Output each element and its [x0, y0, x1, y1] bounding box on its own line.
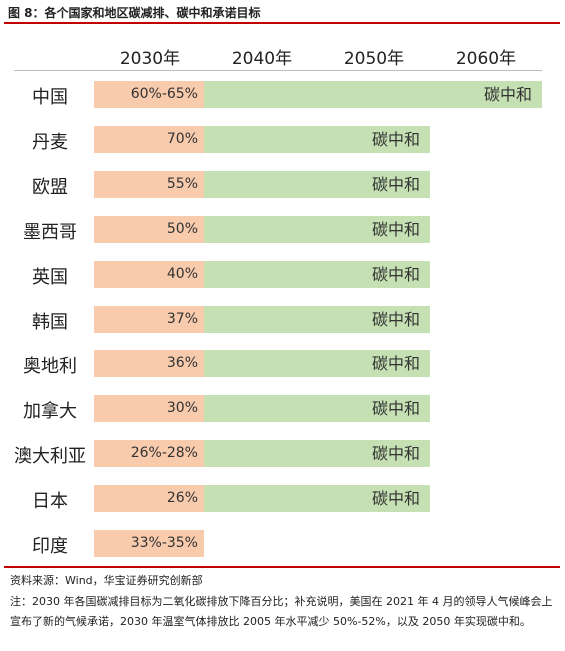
reduction-label: 60%-65% [130, 86, 198, 102]
carbon-neutral-bar [204, 125, 430, 153]
reduction-label: 55% [166, 175, 198, 192]
carbon-neutral-label: 碳中和 [372, 399, 421, 419]
country-label: 印度 [32, 536, 68, 557]
reduction-label: 30% [166, 400, 198, 417]
reduction-bar [94, 260, 204, 288]
country-label: 奥地利 [23, 356, 77, 378]
carbon-neutral-bar [204, 81, 542, 108]
reduction-label: 26%-28% [130, 445, 198, 462]
reduction-bar [94, 170, 204, 198]
reduction-label: 70% [166, 130, 198, 147]
country-label: 中国 [32, 87, 68, 108]
reduction-bar [94, 215, 204, 243]
country-label: 澳大利亚 [14, 446, 86, 468]
reduction-bar [94, 125, 204, 153]
reduction-bar [94, 395, 204, 423]
carbon-neutral-label: 碳中和 [372, 489, 421, 509]
reduction-label: 37% [166, 310, 198, 327]
reduction-bar [94, 81, 204, 108]
carbon-neutral-bar [204, 170, 430, 198]
country-label: 英国 [32, 266, 68, 288]
reduction-bar [94, 440, 204, 468]
carbon-neutral-bar [204, 350, 430, 378]
carbon-neutral-label: 碳中和 [372, 444, 421, 464]
carbon-neutral-label: 碳中和 [372, 219, 421, 239]
carbon-neutral-label: 碳中和 [372, 354, 421, 374]
reduction-bar [94, 350, 204, 378]
year-label-1: 2040年 [231, 49, 293, 69]
carbon-neutral-bar [204, 260, 430, 288]
year-label-3: 2060年 [455, 49, 517, 69]
carbon-neutral-bar [204, 305, 430, 333]
carbon-neutral-bar [204, 485, 430, 513]
figure-title: 图 8：各个国家和地区碳减排、碳中和承诺目标 [8, 6, 261, 20]
carbon-neutral-label: 碳中和 [372, 264, 421, 284]
country-label: 日本 [32, 491, 68, 513]
carbon-neutral-label: 碳中和 [484, 85, 533, 104]
carbon-neutral-label: 碳中和 [372, 174, 421, 194]
reduction-label: 33%-35% [130, 535, 198, 551]
carbon-neutral-label: 碳中和 [372, 309, 421, 329]
country-label: 墨西哥 [23, 221, 77, 243]
carbon-neutral-bar [204, 215, 430, 243]
carbon-neutral-bar [204, 395, 430, 423]
title-rule [4, 22, 560, 24]
reduction-label: 26% [166, 490, 198, 507]
year-label-0: 2030年 [119, 49, 181, 69]
country-label: 丹麦 [32, 131, 68, 153]
reduction-bar [94, 485, 204, 513]
carbon-neutral-bar [204, 440, 430, 468]
source-text: 资料来源：Wind，华宝证券研究创新部 [10, 574, 203, 587]
country-label: 加拿大 [23, 401, 77, 423]
country-label: 欧盟 [32, 176, 68, 198]
reduction-bar [94, 305, 204, 333]
reduction-bar [94, 530, 204, 557]
note-text: 注：2030 年各国碳减排目标为二氧化碳排放下降百分比；补充说明，美国在 202… [10, 595, 553, 628]
carbon-neutral-label: 碳中和 [372, 129, 421, 149]
reduction-label: 50% [166, 220, 198, 237]
reduction-label: 36% [166, 355, 198, 372]
country-label: 韩国 [32, 311, 68, 333]
header-rule [14, 70, 542, 71]
reduction-label: 40% [166, 265, 198, 282]
year-label-2: 2050年 [343, 49, 405, 69]
footer-rule [4, 566, 560, 568]
